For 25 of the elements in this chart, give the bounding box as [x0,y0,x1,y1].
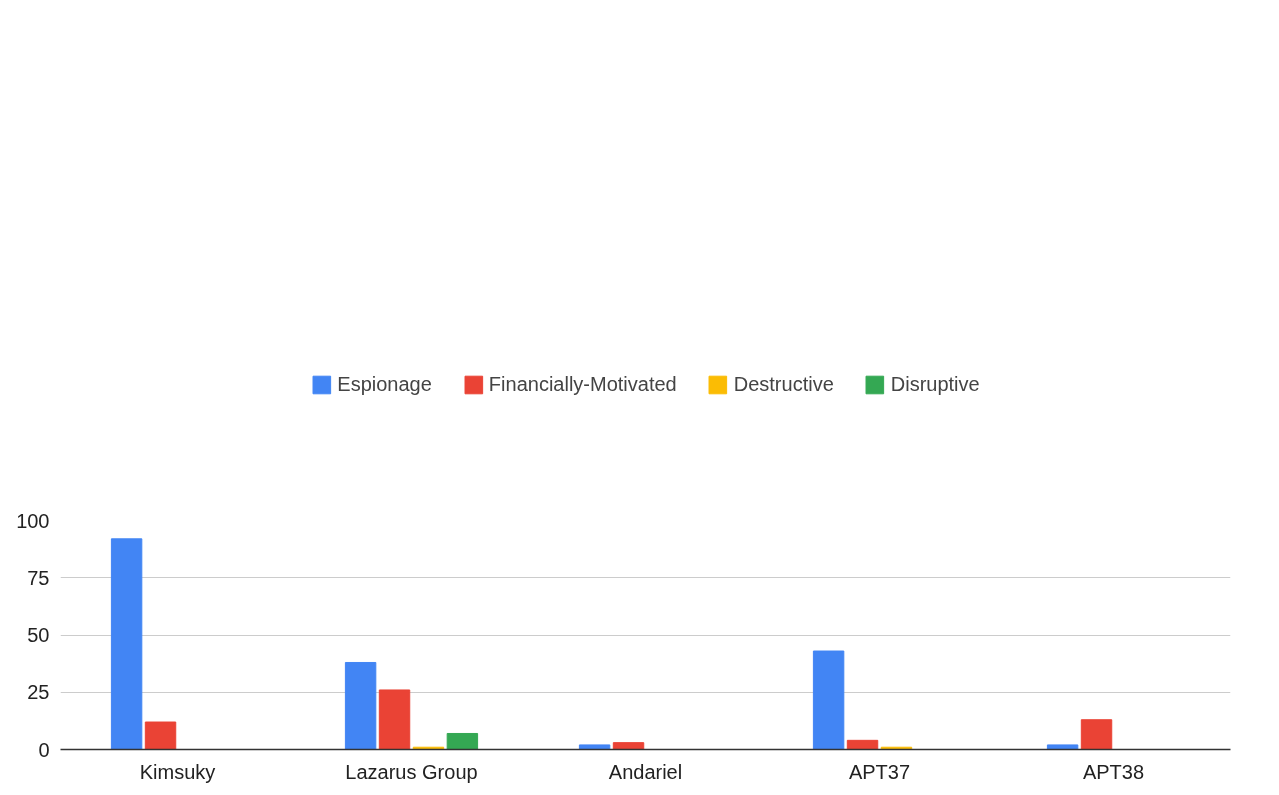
bar [344,661,377,750]
bar [812,650,845,750]
x-tick-label: Andariel [608,760,683,783]
y-tick-label: 50 [27,624,50,646]
legend-label: Destructive [733,372,834,396]
bar [846,739,879,750]
x-tick-label: APT38 [1082,760,1145,783]
x-tick-label: Kimsuky [139,760,216,783]
bar [110,538,143,750]
y-tick-label: 75 [27,566,50,589]
y-tick-label: 25 [27,681,50,704]
bar [1080,719,1113,750]
x-tick-label: Lazarus Group [345,760,478,783]
y-tick-label: 0 [38,738,50,761]
bar [578,744,611,750]
legend-label: Financially-Motivated [488,372,677,396]
legend-label: Disruptive [890,372,980,396]
bar [1046,744,1079,750]
bar [612,742,645,750]
x-tick-label: APT37 [848,760,911,783]
bar [144,721,177,750]
bar [446,732,479,750]
y-tick-label: 100 [16,509,50,532]
legend-label: Espionage [337,372,432,396]
bar [378,689,411,750]
